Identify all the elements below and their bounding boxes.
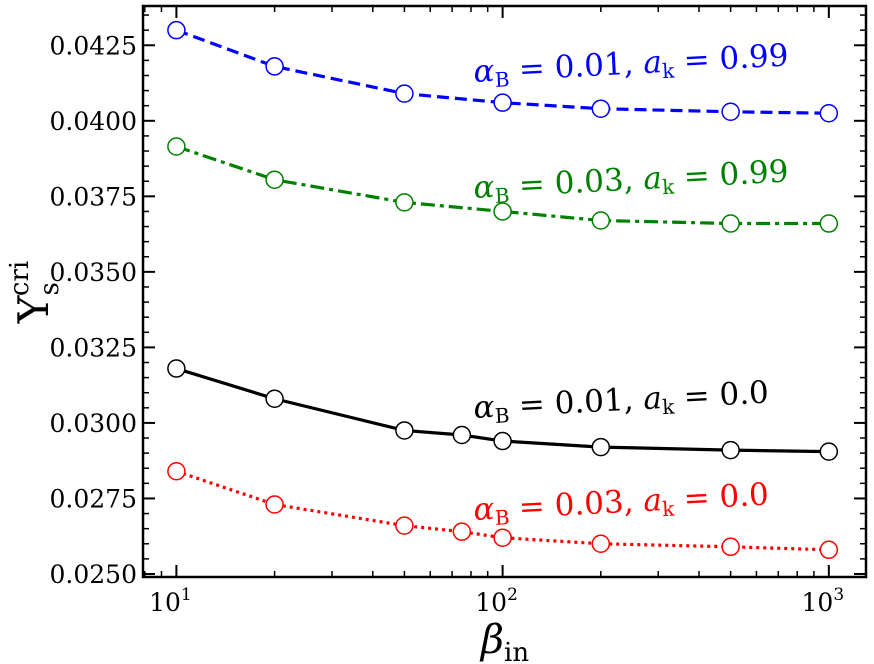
series-label: αB = 0.01, ak = 0.0 [473, 375, 770, 429]
data-point [493, 431, 512, 451]
data-point [265, 389, 284, 409]
data-point [493, 93, 512, 112]
data-point [265, 170, 284, 189]
data-point [493, 528, 512, 547]
x-tick-label: 102 [475, 585, 518, 617]
data-point [493, 202, 512, 221]
series-label: αB = 0.03, ak = 0.0 [473, 477, 770, 531]
data-point [395, 421, 414, 440]
x-axis-label: βin [479, 617, 529, 664]
data-point [167, 462, 186, 481]
series-line [175, 367, 829, 454]
y-tick-label: 0.0250 [50, 560, 137, 589]
y-tick-label: 0.0300 [50, 409, 137, 438]
data-point [819, 214, 839, 233]
data-point [819, 104, 839, 123]
data-point [167, 137, 186, 156]
x-tick-label: 103 [802, 585, 845, 617]
axis-ticks [143, 6, 866, 577]
data-point [721, 102, 740, 121]
series-label: αB = 0.01, ak = 0.99 [473, 38, 790, 93]
series-2 [167, 359, 839, 461]
x-tick-labels: 101 102 103 [149, 585, 844, 617]
y-tick-label: 0.0400 [50, 107, 137, 136]
data-series [167, 20, 839, 560]
series-0 [167, 20, 839, 123]
data-point [265, 57, 284, 76]
data-point [819, 540, 839, 560]
data-point [167, 359, 186, 378]
data-point [265, 495, 284, 514]
series-3 [167, 462, 839, 560]
data-point [721, 537, 740, 557]
data-point [591, 99, 611, 118]
data-point [395, 193, 414, 212]
data-point [819, 442, 839, 461]
series-annotations: αB = 0.01, ak = 0.99 αB = 0.03, ak = 0.99… [473, 38, 790, 531]
data-point [395, 516, 414, 535]
series-1 [167, 137, 839, 233]
data-point [452, 522, 472, 541]
data-point [452, 425, 472, 445]
series-label: αB = 0.03, ak = 0.99 [473, 154, 790, 209]
x-tick-label: 101 [149, 585, 192, 617]
y-tick-labels: 0.0250 0.0275 0.0300 0.0325 0.0350 0.0375 0.04… [50, 31, 137, 589]
y-axis-label: Υscri [5, 261, 65, 324]
y-tick-label: 0.0350 [50, 258, 137, 287]
data-point [591, 437, 611, 457]
series-line [175, 469, 829, 552]
data-point [591, 534, 611, 554]
data-point [591, 211, 611, 230]
data-point [721, 440, 740, 460]
data-point [721, 214, 740, 233]
y-tick-label: 0.0275 [50, 484, 137, 513]
y-tick-label: 0.0425 [50, 31, 137, 60]
y-tick-label: 0.0325 [50, 333, 137, 362]
data-point [167, 20, 186, 40]
data-point [395, 84, 414, 103]
y-tick-label: 0.0375 [50, 182, 137, 211]
plot-frame [141, 4, 868, 579]
